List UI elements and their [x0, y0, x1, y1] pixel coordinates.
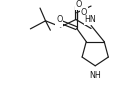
Text: O: O	[56, 15, 63, 24]
Text: NH: NH	[89, 71, 101, 80]
Text: HN: HN	[84, 15, 96, 24]
Text: O: O	[75, 0, 82, 9]
Text: O: O	[56, 17, 62, 26]
Text: O: O	[81, 8, 87, 17]
